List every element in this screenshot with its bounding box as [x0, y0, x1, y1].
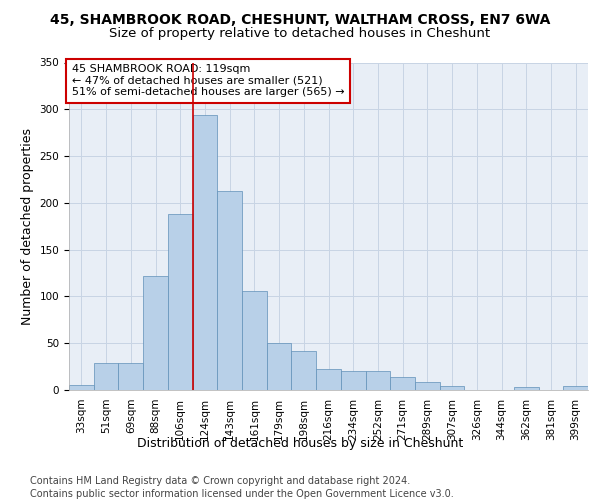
Bar — [193, 115, 217, 390]
Bar — [267, 343, 292, 390]
Bar — [440, 386, 464, 390]
Bar — [217, 190, 242, 390]
Bar — [415, 382, 440, 390]
Bar — [168, 214, 193, 390]
Y-axis label: Number of detached properties: Number of detached properties — [21, 128, 34, 325]
Bar — [316, 370, 341, 390]
Bar — [365, 372, 390, 390]
Text: Size of property relative to detached houses in Cheshunt: Size of property relative to detached ho… — [109, 28, 491, 40]
Bar — [390, 377, 415, 390]
Bar — [94, 363, 118, 390]
Bar — [341, 372, 365, 390]
Bar — [118, 363, 143, 390]
Bar — [242, 291, 267, 390]
Bar — [292, 350, 316, 390]
Bar — [69, 386, 94, 390]
Text: Contains public sector information licensed under the Open Government Licence v3: Contains public sector information licen… — [30, 489, 454, 499]
Text: 45, SHAMBROOK ROAD, CHESHUNT, WALTHAM CROSS, EN7 6WA: 45, SHAMBROOK ROAD, CHESHUNT, WALTHAM CR… — [50, 12, 550, 26]
Bar — [514, 387, 539, 390]
Text: 45 SHAMBROOK ROAD: 119sqm
← 47% of detached houses are smaller (521)
51% of semi: 45 SHAMBROOK ROAD: 119sqm ← 47% of detac… — [71, 64, 344, 98]
Bar — [563, 386, 588, 390]
Text: Contains HM Land Registry data © Crown copyright and database right 2024.: Contains HM Land Registry data © Crown c… — [30, 476, 410, 486]
Text: Distribution of detached houses by size in Cheshunt: Distribution of detached houses by size … — [137, 438, 463, 450]
Bar — [143, 276, 168, 390]
